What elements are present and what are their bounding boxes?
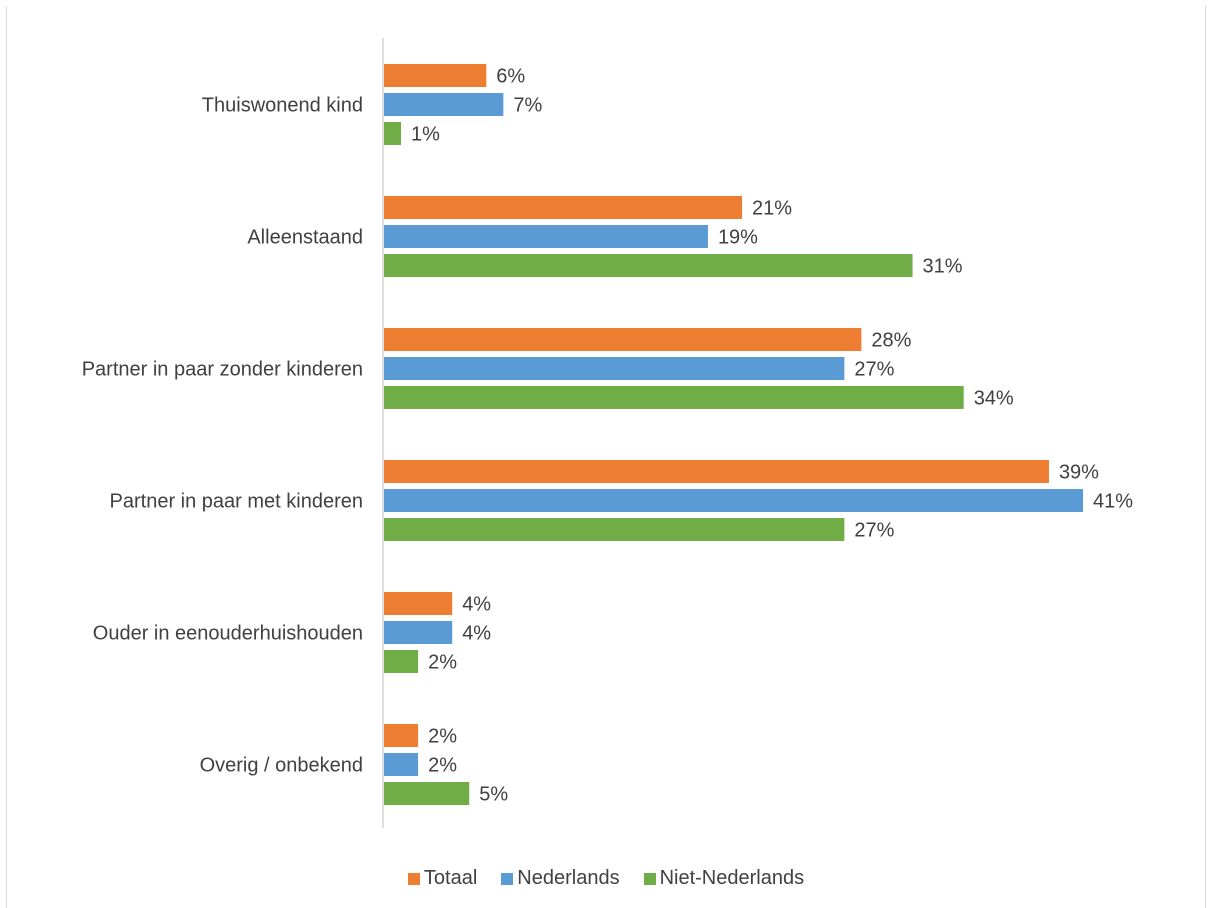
bar-overig-onbekend-niet-nederlands [384,782,470,805]
data-label-ouder-in-eenouderhuishouden-niet-nederlands: 2% [428,652,457,674]
chart-frame [6,6,1206,908]
bar-partner-in-paar-zonder-kinderen-totaal [384,328,862,351]
category-label-ouder-in-eenouderhuishouden: Ouder in eenouderhuishouden [93,623,363,645]
data-label-thuiswonend-kind-niet-nederlands: 1% [411,124,440,146]
legend-swatch-niet-nederlands [643,872,656,885]
bar-ouder-in-eenouderhuishouden-totaal [384,592,453,615]
bar-partner-in-paar-met-kinderen-nederlands [384,489,1084,512]
category-label-partner-in-paar-met-kinderen: Partner in paar met kinderen [110,491,363,513]
data-label-partner-in-paar-met-kinderen-nederlands: 41% [1093,491,1133,513]
bar-overig-onbekend-totaal [384,724,419,747]
data-label-alleenstaand-nederlands: 19% [718,227,758,249]
data-label-partner-in-paar-met-kinderen-totaal: 39% [1059,462,1099,484]
data-label-alleenstaand-totaal: 21% [752,198,792,220]
category-label-alleenstaand: Alleenstaand [247,227,363,249]
bar-thuiswonend-kind-totaal [384,64,487,87]
data-label-partner-in-paar-zonder-kinderen-niet-nederlands: 34% [974,388,1014,410]
category-label-thuiswonend-kind: Thuiswonend kind [202,95,363,117]
legend-swatch-nederlands [501,872,514,885]
bar-alleenstaand-niet-nederlands [384,254,913,277]
data-label-partner-in-paar-zonder-kinderen-totaal: 28% [871,330,911,352]
bar-alleenstaand-totaal [384,196,743,219]
category-label-partner-in-paar-zonder-kinderen: Partner in paar zonder kinderen [82,359,363,381]
data-label-overig-onbekend-totaal: 2% [428,726,457,748]
bar-partner-in-paar-met-kinderen-totaal [384,460,1049,483]
data-label-thuiswonend-kind-totaal: 6% [496,66,525,88]
data-label-overig-onbekend-nederlands: 2% [428,755,457,777]
bar-partner-in-paar-zonder-kinderen-nederlands [384,357,845,380]
bar-alleenstaand-nederlands [384,225,708,248]
legend-label-niet-nederlands: Niet-Nederlands [659,867,805,889]
category-label-overig-onbekend: Overig / onbekend [200,755,363,777]
legend-swatch-totaal [407,872,420,885]
data-label-overig-onbekend-niet-nederlands: 5% [479,784,508,806]
data-label-ouder-in-eenouderhuishouden-totaal: 4% [462,594,491,616]
legend-item-nederlands: Nederlands [501,867,620,890]
bar-thuiswonend-kind-niet-nederlands [384,122,402,145]
legend-item-niet-nederlands: Niet-Nederlands [643,867,805,890]
data-label-alleenstaand-niet-nederlands: 31% [923,256,963,278]
legend-item-totaal: Totaal [407,867,478,890]
data-label-partner-in-paar-zonder-kinderen-nederlands: 27% [854,359,894,381]
legend: Totaal Nederlands Niet-Nederlands [0,867,1212,890]
bar-ouder-in-eenouderhuishouden-niet-nederlands [384,650,419,673]
bar-partner-in-paar-zonder-kinderen-niet-nederlands [384,386,964,409]
data-label-thuiswonend-kind-nederlands: 7% [513,95,542,117]
bar-overig-onbekend-nederlands [384,753,419,776]
bar-chart: Thuiswonend kind 6% 7% 1% Alleenstaand 21% 19%… [82,38,1133,828]
bar-thuiswonend-kind-nederlands [384,93,504,116]
bar-partner-in-paar-met-kinderen-niet-nederlands [384,518,845,541]
data-label-partner-in-paar-met-kinderen-niet-nederlands: 27% [854,520,894,542]
data-label-ouder-in-eenouderhuishouden-nederlands: 4% [462,623,491,645]
legend-label-totaal: Totaal [423,867,478,889]
legend-label-nederlands: Nederlands [517,867,620,889]
bar-ouder-in-eenouderhuishouden-nederlands [384,621,453,644]
